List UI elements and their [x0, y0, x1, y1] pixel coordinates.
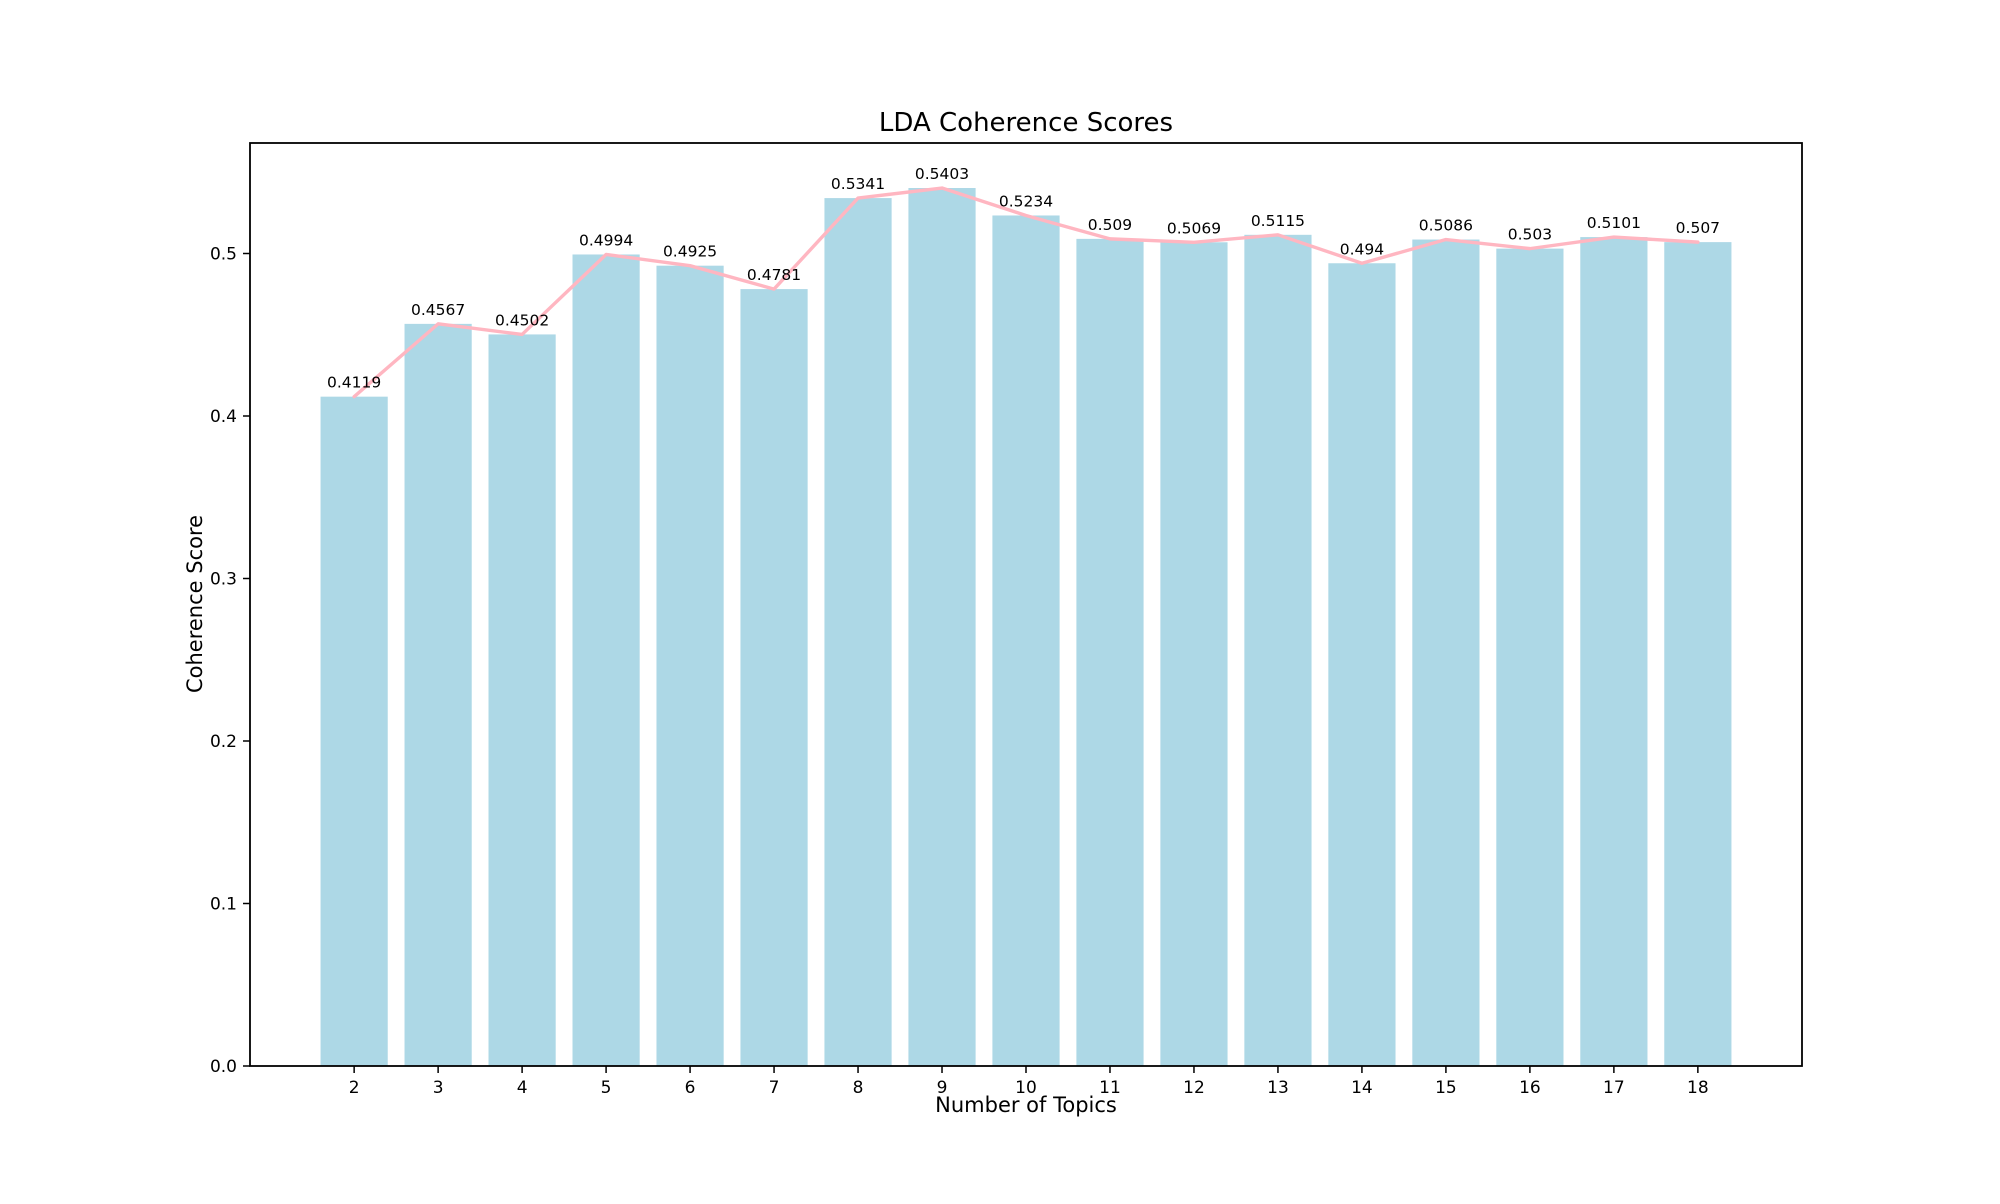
bar-topic-14 [1328, 263, 1396, 1066]
bar-value-label-topic-17: 0.5101 [1587, 214, 1641, 232]
x-tick-label: 7 [769, 1078, 780, 1098]
x-tick-label: 6 [685, 1078, 696, 1098]
trend-line [352, 186, 1700, 399]
bar-value-label-topic-6: 0.4925 [663, 243, 717, 261]
x-tick-label: 4 [517, 1078, 528, 1098]
y-tick-label: 0.1 [210, 895, 237, 915]
bar-value-label-topic-13: 0.5115 [1251, 212, 1305, 230]
bar-topic-2 [320, 396, 388, 1067]
bar-value-label-topic-3: 0.4567 [411, 301, 465, 319]
bar-value-label-topic-8: 0.5341 [831, 175, 885, 193]
bar-topic-15 [1412, 239, 1480, 1066]
bar-value-label-topic-15: 0.5086 [1419, 217, 1473, 235]
x-tick-label: 8 [853, 1078, 864, 1098]
bar-value-label-topic-16: 0.503 [1508, 226, 1552, 244]
y-tick-label: 0.2 [210, 732, 237, 752]
bar-topic-10 [992, 215, 1060, 1067]
x-tick-label: 13 [1267, 1078, 1289, 1098]
y-tick-label: 0.0 [210, 1057, 237, 1077]
bar-topic-5 [572, 254, 640, 1067]
y-axis-label: Coherence Score [183, 515, 207, 693]
bar-value-label-topic-14: 0.494 [1340, 240, 1384, 258]
x-tick-label: 12 [1183, 1078, 1205, 1098]
x-tick-label: 14 [1351, 1078, 1373, 1098]
plot-area: 0.41190.45670.45020.49940.49250.47810.53… [210, 142, 1803, 1098]
bar-topic-16 [1496, 248, 1564, 1066]
bar-value-label-topic-5: 0.4994 [579, 231, 633, 249]
bar-topic-11 [1076, 238, 1144, 1066]
y-tick-label: 0.5 [210, 245, 237, 265]
x-tick-label: 3 [433, 1078, 444, 1098]
bar-topic-4 [488, 334, 556, 1066]
y-tick-label: 0.4 [210, 407, 237, 427]
bar-value-label-topic-12: 0.5069 [1167, 219, 1221, 237]
x-tick-label: 9 [937, 1078, 948, 1098]
bar-topic-7 [740, 289, 808, 1066]
bar-value-label-topic-11: 0.509 [1088, 216, 1132, 234]
x-tick-label: 18 [1687, 1078, 1709, 1098]
x-tick-label: 15 [1435, 1078, 1457, 1098]
bar-value-label-topic-10: 0.5234 [999, 192, 1053, 210]
bar-topic-18 [1664, 242, 1732, 1066]
bar-topic-17 [1580, 237, 1648, 1066]
x-tick-label: 16 [1519, 1078, 1541, 1098]
x-tick-label: 11 [1099, 1078, 1121, 1098]
bar-value-label-topic-2: 0.4119 [327, 374, 381, 392]
chart-title: LDA Coherence Scores [879, 108, 1173, 138]
bar-value-label-topic-9: 0.5403 [915, 165, 969, 183]
bar-value-label-topic-18: 0.507 [1676, 219, 1720, 237]
plot-border [249, 142, 1803, 1067]
x-tick-label: 2 [349, 1078, 360, 1098]
bar-value-label-topic-7: 0.4781 [747, 266, 801, 284]
bar-topic-13 [1244, 234, 1312, 1066]
bar-topic-6 [656, 265, 724, 1066]
bar-value-label-topic-4: 0.4502 [495, 311, 549, 329]
bar-topic-3 [404, 323, 472, 1066]
x-tick-label: 5 [601, 1078, 612, 1098]
bar-topic-8 [824, 198, 892, 1066]
bar-topic-12 [1160, 242, 1228, 1067]
y-tick-label: 0.3 [210, 570, 237, 590]
x-tick-label: 17 [1603, 1078, 1625, 1098]
x-axis-label: Number of Topics [935, 1093, 1117, 1117]
x-tick-label: 10 [1015, 1078, 1037, 1098]
bar-topic-9 [908, 188, 976, 1066]
